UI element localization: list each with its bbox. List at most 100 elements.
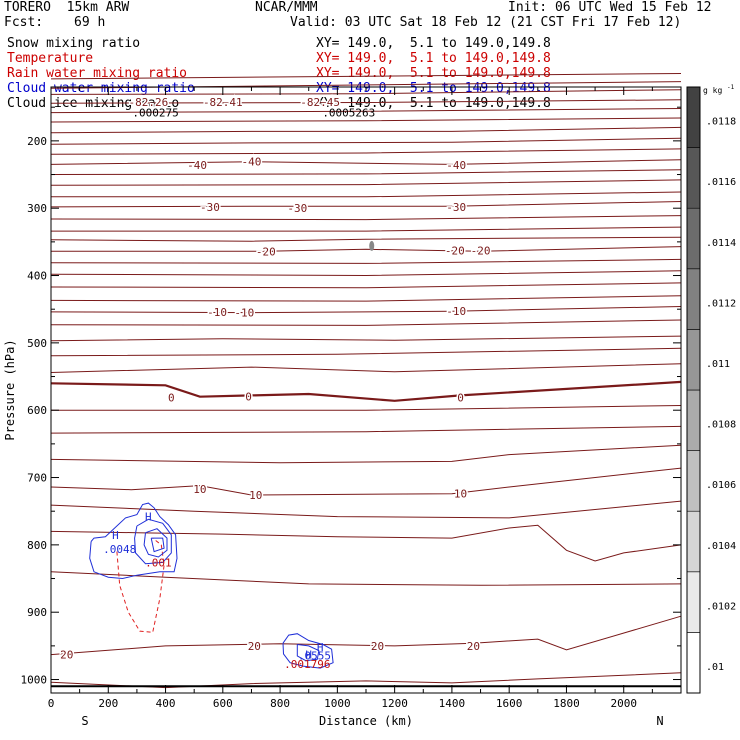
x-tick-label: 0 — [48, 697, 55, 710]
colorbar-tick-label: .0118 — [706, 117, 736, 128]
north-label: N — [656, 714, 663, 728]
colorbar-segment — [686, 207, 701, 270]
colorbar-segment — [686, 329, 701, 391]
colorbar-tick-label: .0104 — [706, 541, 736, 552]
isotherm-line — [50, 467, 682, 496]
colorbar-tick-label: .0116 — [706, 177, 736, 188]
cloud-water-contour — [150, 537, 165, 553]
isotherm-line — [50, 335, 682, 342]
x-tick-label: 800 — [270, 697, 290, 710]
field-coordinates: XY= 149.0, 5.1 to 149.0,149.8 — [316, 66, 551, 81]
colorbar-frame — [686, 86, 701, 694]
isotherm-line — [50, 380, 682, 402]
x-tick-label: 1000 — [324, 697, 351, 710]
colorbar-tick-label: .0102 — [706, 601, 736, 612]
isotherm-line — [50, 137, 682, 145]
isotherm-line — [50, 295, 682, 302]
contour-annotation: H — [305, 649, 312, 662]
contour-annotation: H — [145, 511, 152, 524]
x-tick-label: 600 — [213, 697, 233, 710]
colorbar-segment — [686, 510, 701, 573]
cloud-water-contour — [89, 502, 178, 580]
contour-annotation: .0555 — [298, 649, 331, 662]
y-axis-label: Pressure (hPa) — [3, 339, 17, 440]
colorbar-tick-label: .0108 — [706, 420, 736, 431]
valid-time: Valid: 03 UTC Sat 18 Feb 12 (21 CST Fri … — [290, 15, 682, 30]
y-tick-label: 500 — [27, 337, 47, 350]
y-tick-label: 700 — [27, 472, 47, 485]
isotherm-line — [50, 306, 682, 314]
isotherm-label: 10 — [454, 488, 467, 501]
cloud-water-contour — [296, 644, 320, 662]
field-name: Temperature — [7, 51, 94, 66]
colorbar-unit-exponent: -1 — [727, 84, 735, 91]
x-tick-label: 400 — [156, 697, 176, 710]
isotherm-line — [50, 148, 682, 155]
field-coordinates: XY= 149.0, 5.1 to 149.0,149.8 — [316, 51, 551, 66]
isotherm-line — [51, 405, 682, 411]
isotherm-line — [50, 201, 682, 208]
y-tick-label: 600 — [27, 404, 47, 417]
isotherm-label: -30 — [200, 201, 220, 214]
isotherm-label: -82.45 — [300, 96, 340, 109]
isotherm-line — [50, 99, 682, 104]
isotherm-line — [50, 270, 682, 277]
isotherm-line — [50, 179, 682, 186]
isotherm-line — [50, 615, 682, 656]
isotherm-line — [50, 444, 682, 464]
isotherm-line — [51, 226, 682, 232]
contour-annotation: H — [112, 529, 119, 542]
x-tick-label: 2000 — [610, 697, 637, 710]
isotherm-label: -20 — [471, 245, 491, 258]
isotherm-line — [50, 282, 682, 289]
x-tick-label: 1200 — [381, 697, 408, 710]
south-label: S — [81, 714, 88, 728]
y-tick-label: 200 — [27, 135, 47, 148]
isotherm-label: -30 — [287, 202, 307, 215]
field-coordinates: XY= 149.0, 5.1 to 149.0,149.8 — [316, 36, 551, 51]
y-tick-label: 900 — [27, 606, 47, 619]
fcst-label: Fcst: — [4, 15, 44, 30]
colorbar-segment — [686, 450, 701, 512]
contour-annotation: .0048 — [103, 543, 136, 556]
x-axis-label: Distance (km) — [319, 714, 413, 728]
isotherm-line — [50, 258, 682, 264]
colorbar-tick-label: .0112 — [706, 298, 736, 309]
colorbar-segment — [686, 389, 701, 451]
isotherm-label: -82.41 — [203, 96, 243, 109]
isotherm-line — [50, 571, 682, 586]
y-tick-label: 400 — [27, 270, 47, 283]
snow-marker — [369, 240, 375, 251]
isotherm-line — [50, 159, 682, 165]
colorbar-unit: g kg — [703, 86, 722, 95]
y-tick-label: 800 — [27, 539, 47, 552]
colorbar-tick-label: .01 — [706, 662, 724, 673]
colorbar-tick-label: .0114 — [706, 238, 736, 249]
isotherm-label: 0 — [457, 391, 464, 404]
contour-annotation: .0005263 — [322, 107, 375, 120]
field-coordinates: XY= 149.0, 5.1 to 149.0,149.8 — [316, 96, 551, 111]
isotherm-line — [50, 524, 682, 562]
isotherm-label: -10 — [234, 307, 254, 320]
isotherm-line — [50, 169, 682, 175]
colorbar-segment — [686, 147, 701, 209]
isotherm-line — [50, 347, 682, 357]
center-title: NCAR/MMM — [255, 0, 318, 15]
isotherm-label: -20 — [256, 245, 276, 258]
colorbar-segment — [686, 268, 701, 330]
x-tick-label: 1400 — [439, 697, 466, 710]
isotherm-line — [50, 117, 682, 123]
plot-frame — [50, 86, 682, 694]
contour-annotation: .001 — [145, 556, 172, 569]
isotherm-line — [50, 73, 682, 80]
y-tick-label: 1000 — [21, 674, 48, 687]
isotherm-label: -40 — [242, 156, 262, 169]
isotherm-line — [50, 236, 682, 242]
isotherm-label: -82.26 — [128, 96, 168, 109]
isotherm-label: -30 — [446, 201, 466, 214]
isotherm-line — [50, 363, 682, 373]
isotherm-line — [51, 246, 682, 252]
contour-annotation: H — [317, 641, 324, 654]
isotherm-line — [50, 126, 682, 134]
